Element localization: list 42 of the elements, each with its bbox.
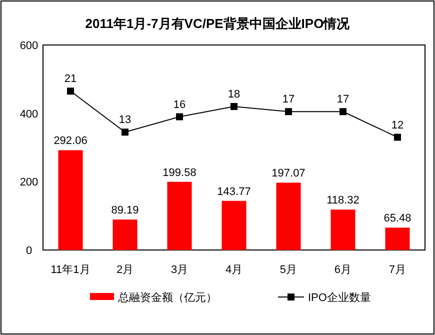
- y-tick-label: 600: [20, 40, 38, 52]
- point: [230, 103, 238, 110]
- x-tick-label: 7月: [388, 264, 406, 276]
- y-tick-label: 0: [26, 245, 32, 257]
- data-label: 16: [173, 98, 186, 111]
- point: [284, 108, 292, 116]
- data-label: 17: [336, 94, 350, 106]
- bar: [167, 182, 192, 250]
- data-label: 292.06: [54, 135, 88, 148]
- y-tick-label: 200: [20, 176, 38, 189]
- data-label: 13: [118, 114, 132, 126]
- data-label: 18: [228, 88, 240, 100]
- x-tick-label: 5月: [280, 264, 298, 276]
- data-label: 89.19: [111, 204, 139, 217]
- data-label: 65.48: [384, 212, 412, 225]
- bar: [222, 200, 246, 250]
- data-label: 118.32: [326, 194, 360, 207]
- bar: [330, 210, 356, 250]
- data-label: 21: [64, 73, 77, 86]
- bar: [58, 150, 83, 250]
- x-tick-label: 2月: [116, 264, 134, 276]
- x-tick-label: 4月: [225, 264, 243, 276]
- data-label: 17: [282, 94, 295, 106]
- data-label: 143.77: [217, 186, 251, 198]
- point: [394, 134, 401, 141]
- bar: [385, 228, 410, 250]
- legend-label: 总融资金额（亿元）: [117, 291, 217, 304]
- point: [122, 128, 129, 136]
- bar: [276, 182, 301, 250]
- x-tick-label: 3月: [170, 264, 188, 276]
- point: [67, 88, 74, 95]
- x-tick-label: 11年1月: [50, 264, 90, 276]
- data-label: 12: [391, 119, 404, 132]
- data-label: 197.07: [272, 168, 306, 180]
- y-tick-label: 400: [20, 108, 38, 120]
- legend-label: IPO企业数量: [308, 291, 371, 304]
- point: [339, 108, 346, 116]
- bar: [112, 220, 138, 250]
- point: [176, 113, 184, 120]
- x-tick-label: 6月: [334, 264, 352, 276]
- data-label: 199.58: [162, 166, 196, 179]
- chart-title: 2011年1月-7月有VC/PE背景中国企业IPO情况: [85, 16, 351, 31]
